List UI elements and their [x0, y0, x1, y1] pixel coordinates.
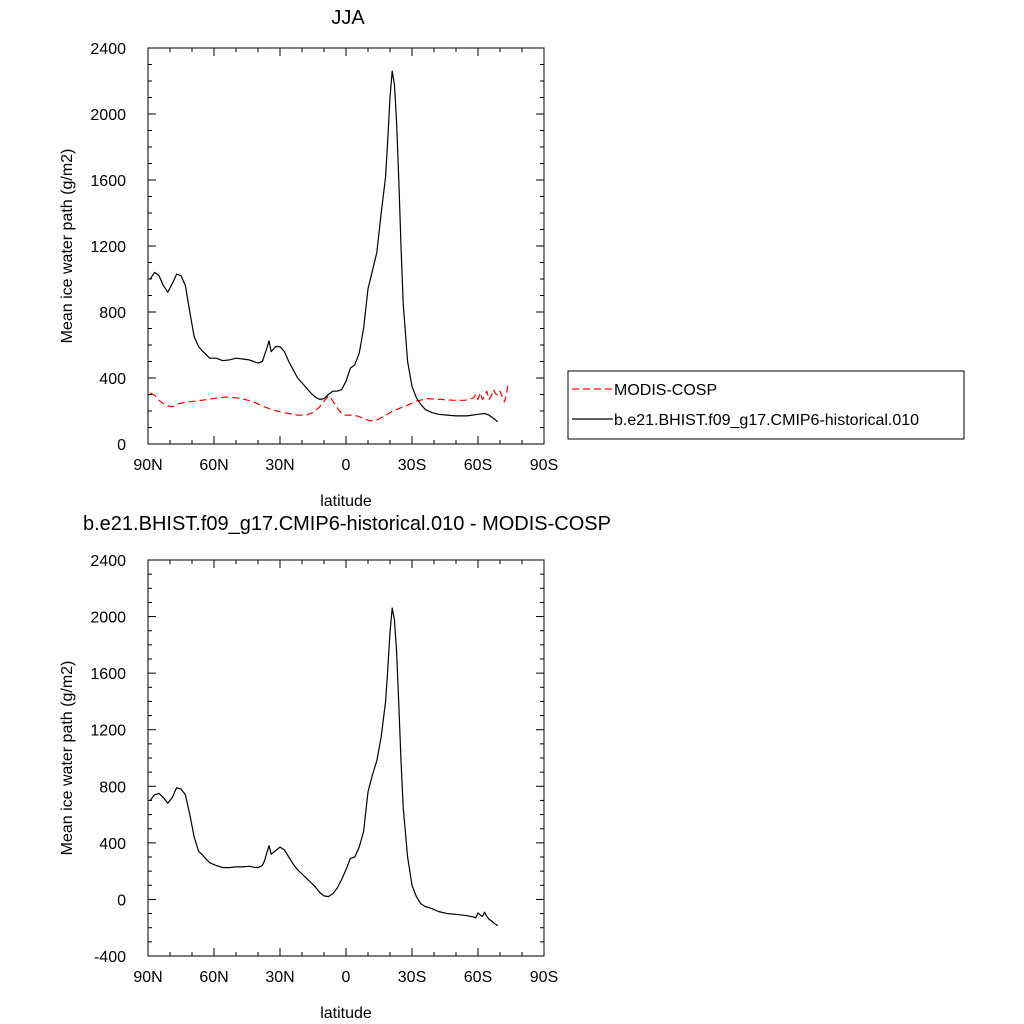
- top-plot-frame: [147, 47, 545, 445]
- y-tick-label: 800: [99, 305, 126, 322]
- y-tick-label: 2000: [90, 107, 126, 124]
- y-tick-label: 800: [99, 779, 126, 796]
- y-tick-label: 1200: [90, 723, 126, 740]
- x-tick-label: 30N: [265, 457, 294, 474]
- top-y-axis-label: Mean ice water path (g/m2): [59, 149, 76, 344]
- bottom-y-axis-label: Mean ice water path (g/m2): [59, 661, 76, 856]
- top-x-axis-label: latitude: [320, 493, 372, 510]
- bottom-panel: b.e21.BHIST.f09_g17.CMIP6-historical.010…: [59, 513, 611, 1022]
- y-tick-label: 2400: [90, 41, 126, 58]
- bottom-plot-frame: [147, 559, 545, 957]
- bottom-x-axis-label: latitude: [320, 1005, 372, 1022]
- x-tick-label: 90N: [133, 969, 162, 986]
- top-legend: MODIS-COSP b.e21.BHIST.f09_g17.CMIP6-his…: [567, 370, 965, 440]
- x-tick-label: 0: [342, 969, 351, 986]
- legend-label-modis-cosp: MODIS-COSP: [614, 382, 717, 399]
- y-tick-label: 1600: [90, 666, 126, 683]
- y-tick-label: 0: [117, 437, 126, 454]
- top-panel: JJA 90N 60N 30N 0 30S 60S 90S 0 400 800 1200 1600 20…: [59, 7, 965, 510]
- y-tick-label: 400: [99, 836, 126, 853]
- bottom-plot-area: 90N 60N 30N 0 30S 60S 90S -400 0 400 800 1200 1600 20…: [90, 553, 558, 986]
- y-tick-label: 0: [117, 892, 126, 909]
- legend-box: [567, 370, 965, 440]
- y-tick-label: 2000: [90, 610, 126, 627]
- top-chart-title: JJA: [331, 7, 365, 29]
- x-tick-label: 30S: [398, 457, 426, 474]
- y-tick-label: 1600: [90, 173, 126, 190]
- bottom-chart-title: b.e21.BHIST.f09_g17.CMIP6-historical.010…: [83, 513, 611, 535]
- series-line-1-0: [149, 607, 499, 927]
- x-tick-label: 30S: [398, 969, 426, 986]
- top-plot-area: 90N 60N 30N 0 30S 60S 90S 0 400 800 1200 1600 2000 24…: [90, 41, 558, 474]
- x-tick-label: 90S: [530, 457, 558, 474]
- x-tick-label: 30N: [265, 969, 294, 986]
- x-tick-label: 60N: [199, 969, 228, 986]
- y-tick-label: -400: [94, 949, 126, 966]
- x-tick-label: 60S: [464, 969, 492, 986]
- y-tick-label: 400: [99, 371, 126, 388]
- y-tick-label: 1200: [90, 239, 126, 256]
- x-tick-label: 60N: [199, 457, 228, 474]
- series-line-0-0: [149, 384, 509, 422]
- series-line-0-1: [149, 70, 499, 423]
- y-tick-label: 2400: [90, 553, 126, 570]
- x-tick-label: 90N: [133, 457, 162, 474]
- x-tick-label: 60S: [464, 457, 492, 474]
- legend-label-model: b.e21.BHIST.f09_g17.CMIP6-historical.010: [614, 412, 919, 429]
- x-tick-label: 0: [342, 457, 351, 474]
- x-tick-label: 90S: [530, 969, 558, 986]
